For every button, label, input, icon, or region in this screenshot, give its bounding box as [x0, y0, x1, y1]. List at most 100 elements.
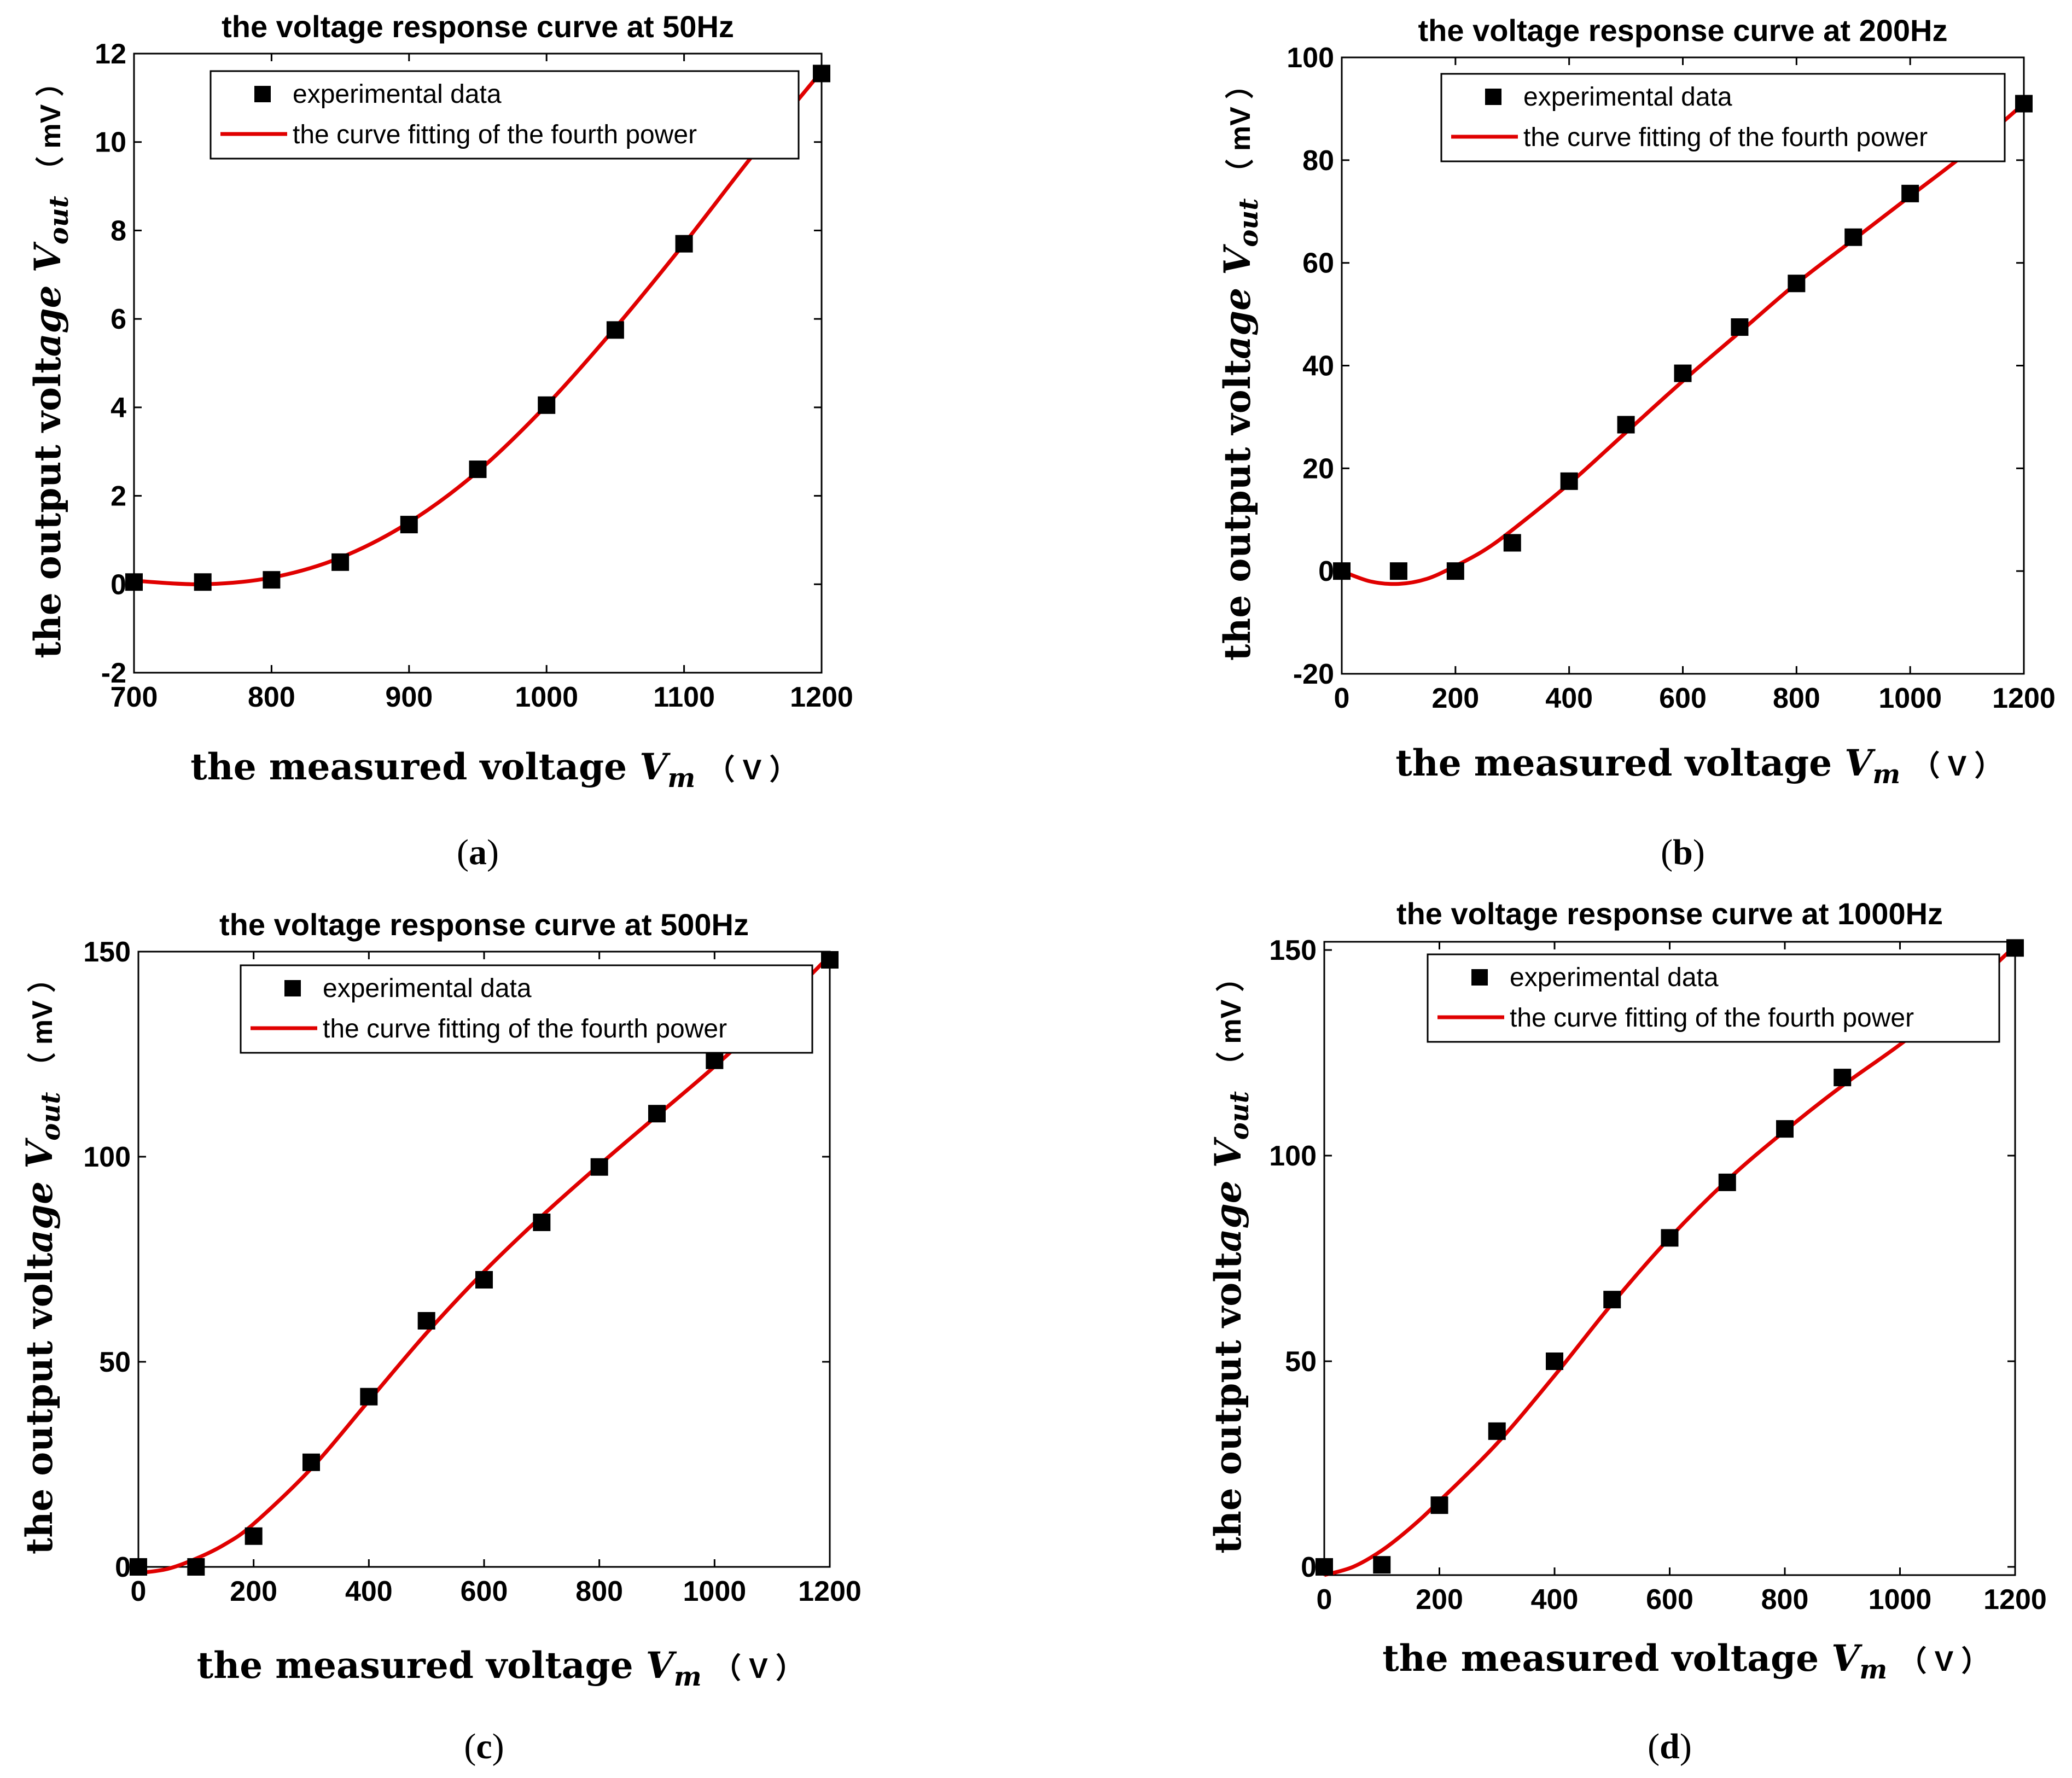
x-tick-label: 0 [1317, 1584, 1332, 1616]
x-axis-label: the measured voltage Vm （ V ） [197, 1644, 804, 1692]
y-tick-label: 2 [110, 481, 126, 512]
x-tick-label: 400 [345, 1576, 393, 1607]
legend-marker-experimental [1485, 89, 1501, 105]
x-tick-label: 1200 [790, 681, 853, 713]
legend-marker-experimental [254, 86, 271, 102]
y-axis-label: the output voltage Vout（ mV ） [18, 964, 66, 1554]
data-point [130, 1558, 147, 1576]
y-tick-label: 20 [1302, 453, 1334, 485]
data-point [263, 571, 281, 589]
data-point [1661, 1229, 1679, 1247]
fit-curve [1324, 944, 2017, 1577]
y-axis-label: the output voltage Vout（ mV ） [1216, 71, 1264, 661]
fit-curve [1341, 102, 2026, 586]
data-point [475, 1271, 493, 1289]
legend-label-fit: the curve fitting of the fourth power [293, 120, 697, 149]
data-point [187, 1558, 205, 1576]
legend-box [1440, 73, 2006, 162]
legend-box [240, 964, 813, 1054]
y-tick-label: 4 [110, 392, 126, 424]
data-point [821, 951, 839, 969]
data-point [1718, 1173, 1736, 1191]
x-tick-label: 200 [1416, 1584, 1463, 1616]
chart-title: the voltage response curve at 200Hz [1418, 13, 1948, 48]
data-point [648, 1105, 666, 1123]
chart-panel-4: the voltage response curve at 1000Hz 0 200… [1207, 896, 2047, 1767]
y-tick-label: 100 [1269, 1140, 1317, 1172]
data-point [360, 1388, 378, 1406]
data-point [813, 65, 830, 83]
data-point [606, 321, 624, 339]
data-point [1430, 1496, 1448, 1514]
legend: experimental data the curve fitting of th… [1440, 73, 2006, 162]
x-tick-label: 400 [1531, 1584, 1579, 1616]
y-tick-label: 0 [115, 1552, 131, 1583]
data-point [2006, 939, 2024, 957]
panel-caption: (c) [464, 1727, 504, 1767]
x-tick-label: 1200 [1983, 1584, 2047, 1616]
y-tick-label: -2 [101, 657, 126, 689]
x-tick-label: 1000 [1878, 683, 1942, 714]
x-tick-label: 1100 [653, 681, 715, 713]
x-tick-label: 800 [1761, 1584, 1809, 1616]
x-axis-label: the measured voltage Vm （ V ） [1395, 742, 2003, 790]
data-point [125, 573, 143, 591]
y-axis-label: the output voltage Vout（ mV ） [26, 68, 74, 658]
x-tick-label: 800 [575, 1576, 623, 1607]
y-tick-label: -20 [1293, 658, 1334, 690]
y-tick-label: 150 [83, 936, 131, 968]
y-tick-label: 40 [1302, 351, 1334, 382]
y-tick-label: 100 [1287, 42, 1334, 74]
y-tick-label: 0 [1301, 1552, 1317, 1583]
data-point [1788, 275, 1806, 293]
data-point [1731, 318, 1749, 336]
x-tick-label: 1000 [1869, 1584, 1932, 1616]
data-point [1674, 364, 1692, 382]
x-tick-label: 800 [248, 681, 295, 713]
x-tick-label: 0 [131, 1576, 147, 1607]
y-tick-label: 10 [95, 127, 126, 159]
legend-label-fit: the curve fitting of the fourth power [323, 1015, 727, 1044]
chart-title: the voltage response curve at 50Hz [222, 9, 734, 44]
y-tick-label: 50 [1285, 1346, 1317, 1378]
y-tick-label: 100 [83, 1141, 131, 1173]
data-point [245, 1527, 263, 1545]
data-point [1503, 534, 1521, 552]
data-point [1776, 1120, 1794, 1138]
data-point [1446, 562, 1464, 580]
data-point [1488, 1422, 1506, 1440]
chart-panel-3: the voltage response curve at 500Hz 0 200 4… [18, 907, 862, 1767]
data-point [1617, 416, 1635, 434]
panel-caption: (d) [1648, 1727, 1692, 1767]
data-point [675, 235, 693, 253]
data-point [533, 1214, 551, 1231]
chart-panel-1: the voltage response curve at 50Hz 700 800… [26, 9, 853, 872]
y-tick-label: 12 [95, 38, 126, 70]
x-tick-label: 400 [1545, 683, 1593, 714]
legend-label-fit: the curve fitting of the fourth power [1510, 1004, 1914, 1033]
panel-caption: (a) [457, 832, 499, 872]
data-point [1834, 1069, 1852, 1087]
legend-marker-experimental [1471, 969, 1488, 986]
x-tick-label: 200 [1431, 683, 1479, 714]
data-point [417, 1312, 435, 1330]
x-tick-label: 1200 [798, 1576, 862, 1607]
data-point [1901, 184, 1919, 202]
data-point [590, 1158, 608, 1176]
data-point [1603, 1291, 1621, 1309]
x-tick-label: 800 [1773, 683, 1820, 714]
y-tick-label: 8 [110, 215, 126, 247]
y-tick-label: 50 [99, 1346, 131, 1378]
x-tick-label: 1000 [515, 681, 578, 713]
data-point [1316, 1558, 1333, 1576]
data-point [331, 553, 350, 571]
legend: experimental data the curve fitting of th… [240, 964, 813, 1054]
x-tick-label: 0 [1334, 683, 1350, 714]
data-point [706, 1051, 724, 1069]
x-tick-label: 1000 [683, 1576, 746, 1607]
legend-label-fit: the curve fitting of the fourth power [1523, 123, 1928, 152]
legend: experimental data the curve fitting of th… [209, 70, 800, 160]
data-point [1389, 562, 1407, 580]
data-point [400, 516, 418, 534]
